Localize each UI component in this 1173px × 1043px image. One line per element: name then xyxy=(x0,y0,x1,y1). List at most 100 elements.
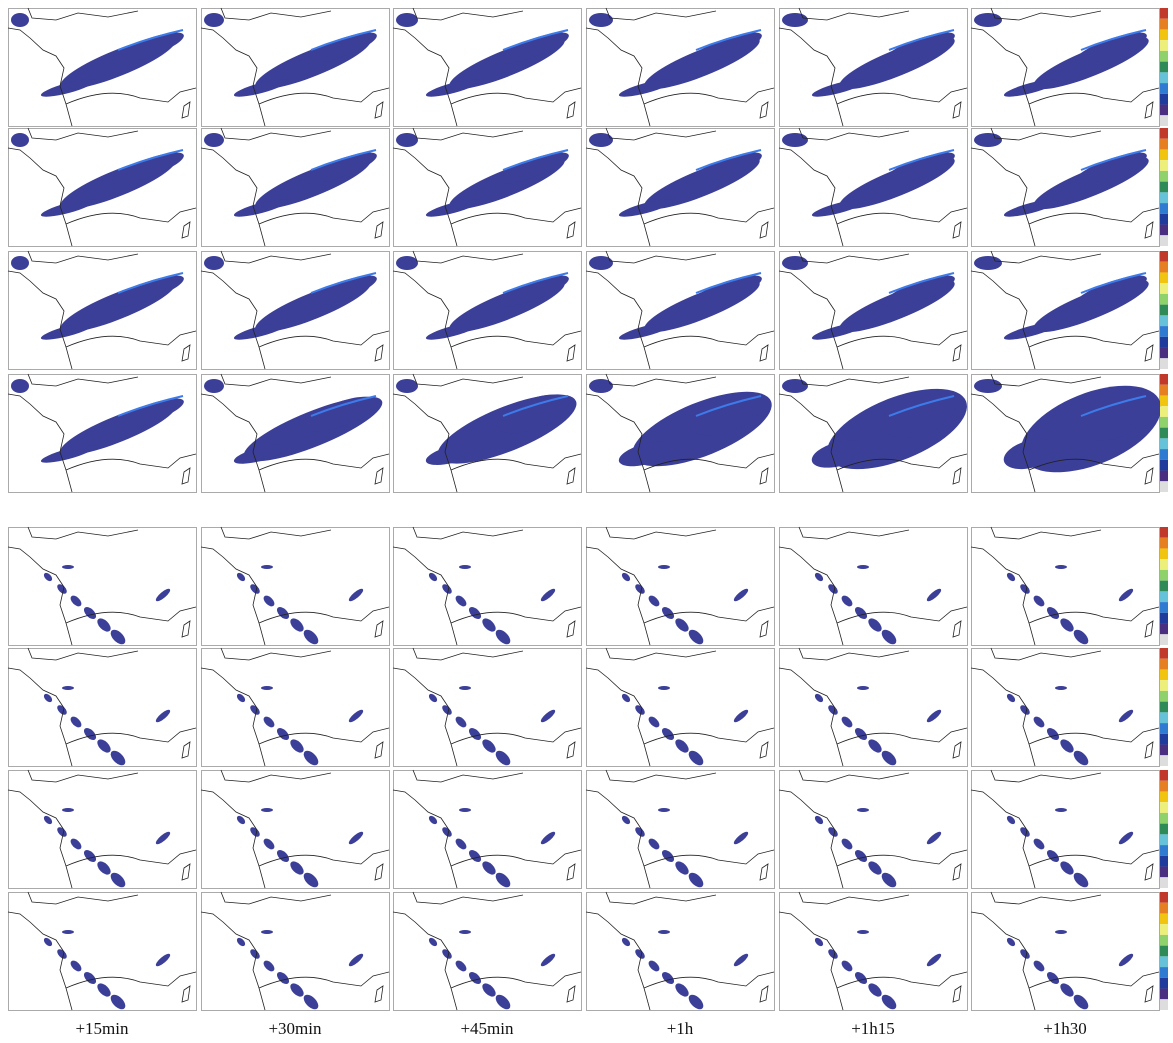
colorbar-swatch xyxy=(1160,315,1168,326)
colorbar-swatch xyxy=(1160,8,1168,19)
precip-cell xyxy=(62,930,74,934)
precip-cell xyxy=(658,808,670,812)
map-panel xyxy=(393,648,582,768)
colorbar-swatch xyxy=(1160,471,1168,482)
map-panel xyxy=(8,374,197,493)
colorbar-swatch xyxy=(1160,702,1168,713)
colorbar-swatch xyxy=(1160,251,1168,262)
precip-cell xyxy=(62,686,74,690)
precip-area xyxy=(11,13,29,27)
column-label: +1h30 xyxy=(1043,1019,1087,1038)
colorbar-swatch xyxy=(1160,449,1168,460)
colorbar-swatch xyxy=(1160,791,1168,802)
colorbar-swatch xyxy=(1160,924,1168,935)
colorbar-swatch xyxy=(1160,460,1168,471)
precip-cell xyxy=(459,930,471,934)
precip-area xyxy=(11,133,29,147)
precip-cell xyxy=(857,565,869,569)
map-panel xyxy=(779,251,968,370)
precip-cell xyxy=(857,930,869,934)
map-panel xyxy=(8,8,197,127)
colorbar-swatch xyxy=(1160,570,1168,581)
colorbar-swatch xyxy=(1160,438,1168,449)
map-panel xyxy=(201,892,390,1012)
colorbar-swatch xyxy=(1160,946,1168,957)
column-label: +15min xyxy=(75,1019,129,1038)
precip-area xyxy=(396,133,418,147)
precip-area xyxy=(396,256,418,270)
map-panel xyxy=(201,648,390,768)
colorbar-swatch xyxy=(1160,734,1168,745)
precip-area xyxy=(11,256,29,270)
map-panel xyxy=(971,251,1160,370)
precip-cell xyxy=(459,808,471,812)
colorbar-swatch xyxy=(1160,913,1168,924)
colorbar-swatch xyxy=(1160,428,1168,439)
precip-cell xyxy=(459,565,471,569)
colorbar-swatch xyxy=(1160,999,1168,1010)
colorbar-swatch xyxy=(1160,214,1168,225)
map-panel xyxy=(971,128,1160,247)
map-panel xyxy=(586,251,775,370)
column-label: +45min xyxy=(460,1019,514,1038)
precip-cell xyxy=(261,565,273,569)
colorbar-swatch xyxy=(1160,813,1168,824)
precip-cell xyxy=(459,686,471,690)
colorbar-swatch xyxy=(1160,834,1168,845)
precip-cell xyxy=(1055,686,1067,690)
map-panel xyxy=(971,770,1160,890)
precip-area xyxy=(782,13,808,27)
precip-area xyxy=(204,256,224,270)
colorbar-swatch xyxy=(1160,160,1168,171)
colorbar-swatch xyxy=(1160,348,1168,359)
colorbar-swatch xyxy=(1160,770,1168,781)
map-panel xyxy=(393,128,582,247)
precip-area xyxy=(204,379,224,393)
map-panel xyxy=(779,770,968,890)
colorbar-swatch xyxy=(1160,128,1168,139)
map-panel xyxy=(201,374,390,493)
map-panel xyxy=(8,770,197,890)
precip-area xyxy=(396,379,418,393)
precip-area xyxy=(589,13,613,27)
colorbar-swatch xyxy=(1160,29,1168,40)
colorbar-swatch xyxy=(1160,149,1168,160)
precip-area xyxy=(782,379,808,393)
map-panel xyxy=(393,251,582,370)
map-panel xyxy=(201,251,390,370)
map-panel xyxy=(586,648,775,768)
map-panel xyxy=(971,368,1173,493)
precip-cell xyxy=(62,565,74,569)
colorbar-swatch xyxy=(1160,105,1168,116)
map-panel xyxy=(586,892,775,1012)
colorbar-swatch xyxy=(1160,326,1168,337)
colorbar-swatch xyxy=(1160,723,1168,734)
map-panel xyxy=(779,128,968,247)
precip-area xyxy=(974,133,1002,147)
colorbar-swatch xyxy=(1160,417,1168,428)
colorbar-swatch xyxy=(1160,845,1168,856)
map-panel xyxy=(779,8,968,127)
colorbar-swatch xyxy=(1160,406,1168,417)
map-panel xyxy=(201,128,390,247)
colorbar-swatch xyxy=(1160,648,1168,659)
colorbar-swatch xyxy=(1160,634,1168,645)
colorbar-swatch xyxy=(1160,171,1168,182)
map-panel xyxy=(393,8,582,127)
map-panel xyxy=(779,892,968,1012)
precip-area xyxy=(11,379,29,393)
colorbar-swatch xyxy=(1160,624,1168,635)
precip-cell xyxy=(62,808,74,812)
figure: +15min+30min+45min+1h+1h15+1h30 xyxy=(0,0,1173,1043)
precip-cell xyxy=(658,930,670,934)
colorbar-swatch xyxy=(1160,978,1168,989)
colorbar xyxy=(1160,648,1168,766)
colorbar-swatch xyxy=(1160,548,1168,559)
colorbar-swatch xyxy=(1160,305,1168,316)
colorbar-swatch xyxy=(1160,755,1168,766)
colorbar-swatch xyxy=(1160,581,1168,592)
map-panel xyxy=(393,374,584,493)
precip-cell xyxy=(261,930,273,934)
colorbar-swatch xyxy=(1160,892,1168,903)
colorbar-swatch xyxy=(1160,262,1168,273)
